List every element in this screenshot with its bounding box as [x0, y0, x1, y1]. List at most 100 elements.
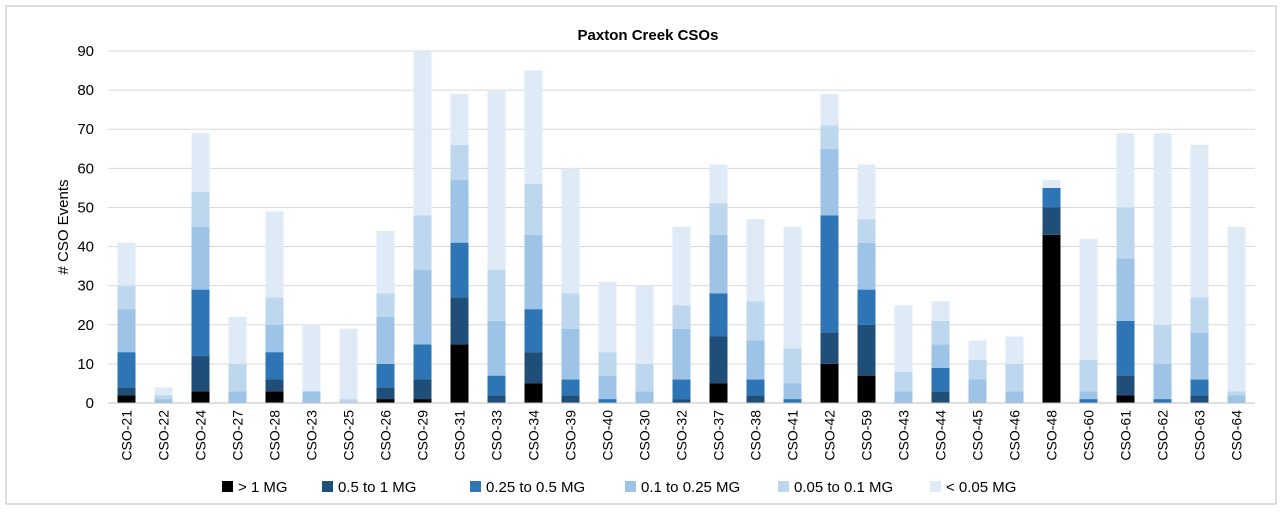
bar-segment	[191, 191, 210, 227]
bar-segment	[154, 399, 173, 403]
chart-frame	[5, 5, 1277, 505]
bar-segment	[709, 234, 728, 294]
bar-segment	[857, 324, 876, 376]
bar-segment	[1079, 391, 1098, 400]
bar-segment	[487, 270, 506, 321]
x-tick-label: CSO-37	[711, 410, 727, 461]
bar-segment	[1153, 399, 1172, 403]
x-tick-label: CSO-38	[748, 410, 764, 461]
legend-swatch	[470, 481, 481, 492]
bar-segment	[117, 285, 136, 310]
bar-segment	[265, 297, 284, 325]
bar-segment	[265, 352, 284, 380]
x-tick-label: CSO-39	[563, 410, 579, 461]
x-tick-label: CSO-63	[1192, 410, 1208, 461]
bar-segment	[191, 133, 210, 192]
bar-segment	[1005, 391, 1024, 403]
bar-segment	[672, 227, 691, 306]
bar-segment	[1153, 324, 1172, 364]
bar-segment	[857, 375, 876, 403]
bar-segment	[709, 383, 728, 403]
bar-segment	[931, 367, 950, 392]
bar-segment	[857, 242, 876, 290]
x-tick-label: CSO-59	[859, 410, 875, 461]
bar-segment	[672, 328, 691, 380]
legend-swatch	[930, 481, 941, 492]
bar-segment	[413, 379, 432, 400]
bar-segment	[561, 395, 580, 403]
bar-segment	[1116, 320, 1135, 376]
x-tick-label: CSO-24	[193, 410, 209, 461]
bar-segment	[857, 164, 876, 220]
bar-segment	[561, 168, 580, 294]
x-tick-label: CSO-33	[489, 410, 505, 461]
bar-segment	[524, 352, 543, 384]
bar-segment	[1153, 363, 1172, 400]
bar-segment	[746, 219, 765, 302]
bar-segment	[376, 399, 395, 403]
x-tick-label: CSO-42	[822, 410, 838, 461]
x-tick-label: CSO-46	[1007, 410, 1023, 461]
bar-segment	[154, 395, 173, 400]
bar-segment	[1079, 238, 1098, 360]
bar-segment	[894, 305, 913, 372]
bar-segment	[413, 344, 432, 380]
bar-segment	[339, 399, 358, 403]
bar-segment	[931, 301, 950, 321]
bar-segment	[746, 379, 765, 396]
bar-segment	[487, 395, 506, 403]
bar-segment	[1153, 133, 1172, 325]
x-tick-label: CSO-61	[1118, 410, 1134, 461]
x-tick-label: CSO-40	[600, 410, 616, 461]
x-tick-label: CSO-44	[933, 410, 949, 461]
bar-segment	[450, 242, 469, 298]
bar-segment	[931, 344, 950, 368]
x-tick-label: CSO-21	[119, 410, 135, 461]
x-tick-label: CSO-34	[526, 410, 542, 461]
bar-segment	[820, 125, 839, 149]
bar-segment	[228, 363, 247, 392]
legend-label: < 0.05 MG	[946, 479, 1016, 496]
bar-segment	[709, 336, 728, 384]
bar-segment	[376, 387, 395, 400]
bar-segment	[598, 375, 617, 400]
bar-segment	[709, 203, 728, 235]
bar-segment	[450, 94, 469, 145]
bar-segment	[931, 391, 950, 403]
bar-segment	[117, 387, 136, 396]
chart-title: Paxton Creek CSOs	[578, 27, 719, 44]
bar-segment	[487, 375, 506, 396]
bar-segment	[450, 180, 469, 243]
bar-segment	[968, 359, 987, 380]
y-tick-label: 30	[77, 278, 94, 295]
bar-segment	[1042, 187, 1061, 208]
bar-segment	[191, 227, 210, 290]
bar-segment	[783, 383, 802, 400]
bar-segment	[265, 211, 284, 298]
y-tick-label: 70	[77, 121, 94, 138]
bar-segment	[746, 395, 765, 403]
bar-segment	[931, 320, 950, 345]
bar-segment	[450, 297, 469, 345]
legend-label: 0.1 to 0.25 MG	[641, 479, 740, 496]
y-tick-label: 20	[77, 317, 94, 334]
bar-segment	[1227, 227, 1246, 392]
bar-segment	[413, 270, 432, 345]
x-tick-label: CSO-31	[452, 410, 468, 461]
bar-segment	[117, 395, 136, 403]
bar-segment	[1190, 297, 1209, 333]
bar-segment	[820, 363, 839, 403]
bar-segment	[339, 328, 358, 400]
bar-segment	[524, 383, 543, 403]
bar-segment	[1116, 207, 1135, 259]
bar-segment	[1190, 144, 1209, 298]
x-tick-label: CSO-60	[1081, 410, 1097, 461]
bar-segment	[413, 51, 432, 216]
bar-segment	[154, 387, 173, 396]
bar-segment	[1190, 332, 1209, 380]
bar-segment	[1227, 395, 1246, 403]
bar-segment	[709, 164, 728, 204]
y-axis-title: # CSO Events	[55, 179, 72, 274]
bar-segment	[1116, 133, 1135, 208]
